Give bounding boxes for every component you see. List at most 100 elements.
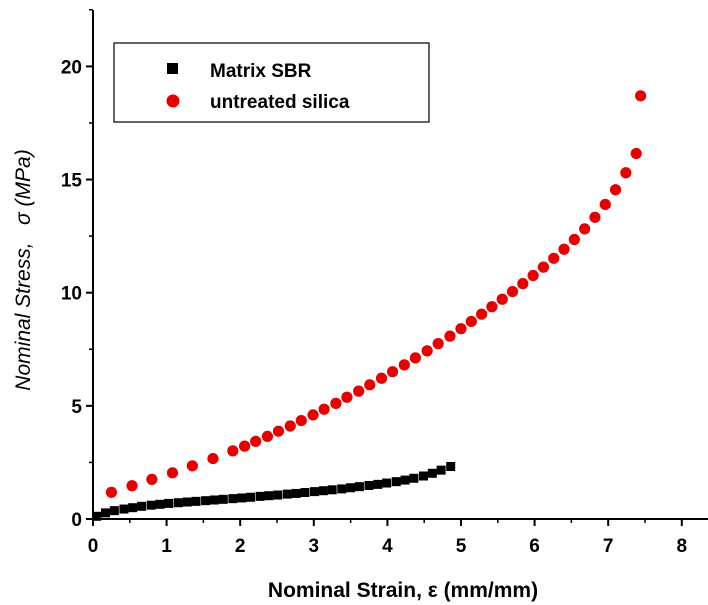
legend-label-untreated-silica: untreated silica [210, 92, 350, 113]
data-point-matrix-sbr [237, 493, 247, 503]
y-tick-label: 0 [71, 510, 82, 531]
data-point-matrix-sbr [101, 508, 111, 518]
data-point-untreated-silica [207, 452, 219, 465]
data-point-matrix-sbr [109, 506, 119, 516]
data-point-matrix-sbr [354, 482, 364, 492]
y-tick-label: 5 [71, 397, 82, 418]
data-point-matrix-sbr [364, 481, 374, 491]
legend-box [113, 42, 430, 123]
data-point-untreated-silica [444, 330, 456, 342]
legend-marker-matrix-sbr [167, 63, 178, 74]
series-untreated-silica [105, 90, 647, 498]
data-point-untreated-silica [599, 198, 611, 211]
legend: Matrix SBR untreated silica [113, 42, 430, 123]
data-point-untreated-silica [146, 473, 158, 485]
data-point-untreated-silica [386, 366, 399, 378]
data-point-untreated-silica [126, 480, 138, 492]
data-point-untreated-silica [609, 184, 622, 196]
data-point-untreated-silica [250, 435, 262, 447]
data-point-matrix-sbr [318, 486, 328, 496]
data-point-matrix-sbr [255, 491, 265, 501]
y-tick-label: 10 [61, 284, 82, 305]
data-point-matrix-sbr [155, 499, 165, 509]
data-point-matrix-sbr [137, 501, 147, 511]
data-point-matrix-sbr [209, 495, 219, 505]
data-point-matrix-sbr [427, 468, 437, 478]
data-point-matrix-sbr [182, 497, 192, 507]
data-point-matrix-sbr [310, 487, 320, 497]
data-point-untreated-silica [527, 269, 539, 282]
data-point-untreated-silica [341, 391, 353, 403]
y-tick-label: 15 [61, 171, 83, 192]
data-point-matrix-sbr [146, 500, 156, 510]
data-point-untreated-silica [568, 233, 580, 246]
series-matrix-sbr [92, 461, 456, 521]
x-tick-label: 4 [382, 536, 393, 557]
data-point-untreated-silica [620, 167, 632, 179]
data-point-matrix-sbr [218, 494, 228, 504]
x-tick-label: 2 [235, 536, 246, 557]
legend-marker-untreated-silica [166, 94, 180, 108]
data-point-untreated-silica [486, 301, 498, 313]
data-point-untreated-silica [558, 243, 570, 255]
data-point-untreated-silica [421, 345, 433, 357]
data-point-untreated-silica [375, 372, 388, 384]
data-point-matrix-sbr [291, 488, 301, 498]
data-point-matrix-sbr [409, 473, 419, 483]
legend-label-matrix-sbr: Matrix SBR [210, 61, 312, 82]
data-point-matrix-sbr [373, 479, 383, 489]
data-point-untreated-silica [353, 385, 365, 397]
x-tick-label: 6 [529, 536, 540, 557]
data-point-untreated-silica [261, 430, 274, 443]
data-point-untreated-silica [634, 90, 647, 102]
data-point-matrix-sbr [337, 484, 347, 494]
data-point-untreated-silica [517, 278, 529, 290]
data-point-untreated-silica [548, 252, 560, 264]
data-point-matrix-sbr [273, 490, 283, 500]
data-series [92, 90, 647, 521]
data-point-untreated-silica [272, 425, 285, 437]
data-point-untreated-silica [465, 315, 477, 328]
data-point-untreated-silica [589, 211, 601, 223]
y-tick-label: 20 [61, 57, 82, 78]
data-point-untreated-silica [105, 486, 117, 498]
data-point-matrix-sbr [173, 498, 183, 508]
data-point-matrix-sbr [264, 491, 274, 501]
data-point-untreated-silica [537, 261, 550, 273]
data-point-matrix-sbr [228, 494, 238, 504]
data-point-matrix-sbr [418, 471, 428, 481]
data-point-matrix-sbr [128, 503, 138, 513]
x-tick-label: 0 [88, 536, 99, 557]
data-point-untreated-silica [476, 308, 488, 320]
data-point-matrix-sbr [92, 511, 102, 521]
data-point-untreated-silica [284, 420, 296, 432]
x-axis-ticks: 0 1 2 3 4 5 6 7 8 [88, 519, 687, 557]
data-point-untreated-silica [398, 359, 410, 371]
data-point-matrix-sbr [446, 461, 456, 471]
data-point-matrix-sbr [201, 496, 211, 506]
x-tick-label: 5 [456, 536, 467, 557]
data-point-untreated-silica [409, 352, 421, 364]
data-point-untreated-silica [455, 323, 467, 335]
x-tick-label: 1 [161, 536, 172, 557]
data-point-matrix-sbr [391, 477, 401, 487]
data-point-matrix-sbr [436, 465, 446, 475]
data-point-matrix-sbr [246, 492, 256, 502]
x-tick-label: 3 [309, 536, 320, 557]
data-point-matrix-sbr [327, 485, 337, 495]
data-point-matrix-sbr [119, 504, 129, 514]
y-axis-ticks: 0 5 10 15 20 [61, 9, 93, 531]
data-point-matrix-sbr [164, 498, 174, 508]
data-point-matrix-sbr [400, 475, 410, 485]
y-axis-title: Nominal Stress, σ (MPa) [12, 149, 35, 390]
x-tick-label: 8 [677, 536, 688, 557]
data-point-untreated-silica [364, 379, 376, 391]
x-axis-title: Nominal Strain, ε (mm/mm) [268, 579, 538, 602]
data-point-untreated-silica [630, 147, 642, 160]
data-point-untreated-silica [239, 440, 251, 452]
data-point-matrix-sbr [346, 483, 356, 493]
data-point-untreated-silica [186, 460, 198, 472]
x-tick-label: 7 [603, 536, 614, 557]
data-point-untreated-silica [496, 293, 508, 305]
